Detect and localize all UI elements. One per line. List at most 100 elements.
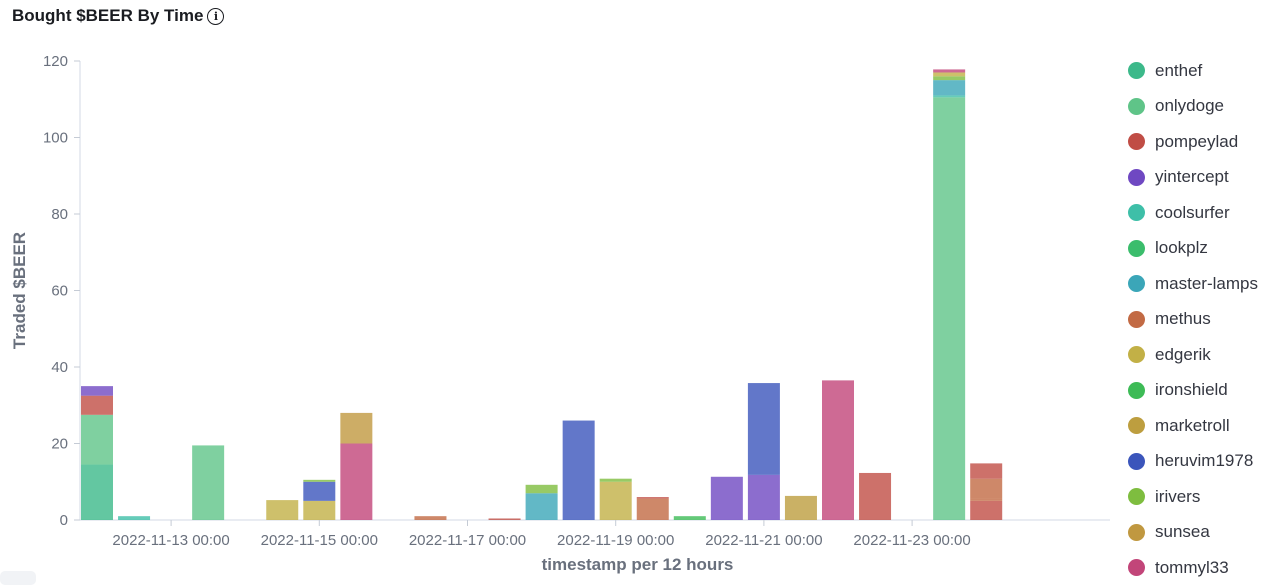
bar-segment-ironshield	[673, 516, 706, 520]
bar-segment-master-lamps	[933, 80, 966, 96]
legend-swatch	[1128, 97, 1145, 115]
x-tick-label: 2022-11-19 00:00	[557, 532, 674, 549]
bar-segment-tommyl33	[822, 380, 854, 520]
bar-segment-edgerik	[303, 500, 336, 520]
legend-label: irivers	[1155, 486, 1201, 506]
legend-label: heruvim1978	[1155, 451, 1254, 471]
x-tick-label: 2022-11-17 00:00	[409, 532, 526, 549]
legend-item-methus[interactable]: methus	[1128, 302, 1258, 338]
y-tick-label: 60	[51, 283, 68, 300]
chart-title-text: Bought $BEER By Time	[12, 6, 204, 25]
bar-segment-irivers	[303, 479, 336, 482]
bar-segment-heruvim1978	[747, 383, 780, 475]
bar-segment-master-lamps	[525, 493, 558, 520]
legend-swatch	[1128, 239, 1145, 257]
bar-segment-pompeylad	[636, 497, 669, 499]
legend-label: onlydoge	[1155, 96, 1225, 116]
bar-segment-irivers	[599, 478, 632, 482]
bar-segment-coolsurfer	[118, 516, 151, 520]
y-tick-label: 40	[51, 359, 68, 376]
legend-item-lookplz[interactable]: lookplz	[1128, 231, 1258, 267]
bar-segment-heruvim1978	[562, 420, 595, 520]
legend-label: coolsurfer	[1155, 202, 1230, 222]
bar-segment-irivers	[525, 484, 558, 494]
legend-swatch	[1128, 452, 1145, 470]
legend-swatch	[1128, 275, 1145, 293]
bar-segment-edgerik	[933, 72, 966, 77]
x-tick-label: 2022-11-15 00:00	[261, 532, 378, 549]
legend-label: enthef	[1155, 60, 1203, 80]
bar-segment-onlydoge	[81, 414, 113, 465]
legend-swatch	[1128, 488, 1145, 506]
y-tick-label: 0	[60, 512, 68, 529]
legend-swatch	[1128, 204, 1145, 222]
legend-swatch	[1128, 381, 1145, 399]
legend-item-yintercept[interactable]: yintercept	[1128, 160, 1258, 196]
legend-label: edgerik	[1155, 344, 1211, 364]
chart-legend: enthef onlydoge pompeylad yintercept coolsur…	[1128, 53, 1258, 586]
y-tick-label: 120	[43, 53, 68, 70]
info-icon[interactable]: i	[207, 7, 225, 25]
legend-item-tommyl33[interactable]: tommyl33	[1128, 550, 1258, 586]
bar-segment-marketroll	[784, 495, 817, 520]
legend-swatch	[1128, 62, 1145, 80]
x-axis-title: timestamp per 12 hours	[542, 555, 734, 574]
bar-segment-methus	[636, 498, 669, 520]
legend-item-pompeylad[interactable]: pompeylad	[1128, 124, 1258, 160]
legend-label: lookplz	[1155, 238, 1208, 258]
bar-segment-yintercept	[710, 476, 743, 520]
bar-segment-pompeylad	[859, 472, 892, 520]
legend-item-sunsea[interactable]: sunsea	[1128, 515, 1258, 551]
legend-item-ironshield[interactable]: ironshield	[1128, 373, 1258, 409]
bar-segment-tommyl33	[933, 69, 966, 73]
legend-swatch	[1128, 523, 1145, 541]
bar-segment-edgerik	[599, 481, 632, 520]
y-axis-title: Traded $BEER	[10, 232, 29, 349]
y-tick-label: 100	[43, 130, 68, 147]
bar-segment-edgerik	[266, 500, 299, 520]
bar-segment-heruvim1978	[303, 481, 336, 501]
legend-item-heruvim1978[interactable]: heruvim1978	[1128, 444, 1258, 480]
bar-segment-methus	[970, 498, 1003, 501]
bar-segment-pompeylad	[970, 500, 1003, 520]
bar-segment-pompeylad	[81, 395, 113, 415]
bar-segment-yintercept	[81, 386, 113, 396]
bar-segment-tommyl33	[340, 443, 373, 520]
legend-label: yintercept	[1155, 167, 1229, 187]
bar-segment-enthef	[81, 464, 113, 520]
legend-label: master-lamps	[1155, 273, 1258, 293]
legend-item-onlydoge[interactable]: onlydoge	[1128, 89, 1258, 125]
legend-swatch	[1128, 417, 1145, 435]
bar-segment-sunsea	[340, 412, 373, 444]
legend-item-edgerik[interactable]: edgerik	[1128, 337, 1258, 373]
x-tick-label: 2022-11-23 00:00	[853, 532, 970, 549]
legend-swatch	[1128, 346, 1145, 364]
legend-swatch	[1128, 310, 1145, 328]
legend-label: tommyl33	[1155, 557, 1229, 577]
x-tick-label: 2022-11-13 00:00	[112, 532, 229, 549]
chart-title: Bought $BEER By Time i	[12, 6, 225, 26]
bar-chart: 0 20 40 60 80 100 120 2022-11-13 00:00 2022-11-1…	[10, 53, 1110, 574]
legend-item-coolsurfer[interactable]: coolsurfer	[1128, 195, 1258, 231]
legend-swatch	[1128, 133, 1145, 151]
legend-label: methus	[1155, 309, 1211, 329]
bar-segment-irivers	[933, 76, 966, 81]
legend-item-enthef[interactable]: enthef	[1128, 53, 1258, 89]
y-tick-label: 20	[51, 436, 68, 453]
legend-label: marketroll	[1155, 415, 1230, 435]
bar-segment-onlydoge	[192, 445, 225, 520]
legend-label: sunsea	[1155, 522, 1210, 542]
legend-item-master-lamps[interactable]: master-lamps	[1128, 266, 1258, 302]
legend-item-marketroll[interactable]: marketroll	[1128, 408, 1258, 444]
y-tick-label: 80	[51, 206, 68, 223]
x-tick-label: 2022-11-21 00:00	[705, 532, 822, 549]
bar-segment-pompeylad	[488, 518, 521, 520]
legend-swatch	[1128, 168, 1145, 186]
bar-segment-onlydoge	[933, 97, 966, 521]
legend-label: ironshield	[1155, 380, 1228, 400]
bar-segment-yintercept	[747, 474, 780, 520]
legend-swatch	[1128, 559, 1145, 577]
legend-item-irivers[interactable]: irivers	[1128, 479, 1258, 515]
bar-segment-methus	[414, 516, 447, 520]
options-button[interactable]	[0, 571, 36, 585]
